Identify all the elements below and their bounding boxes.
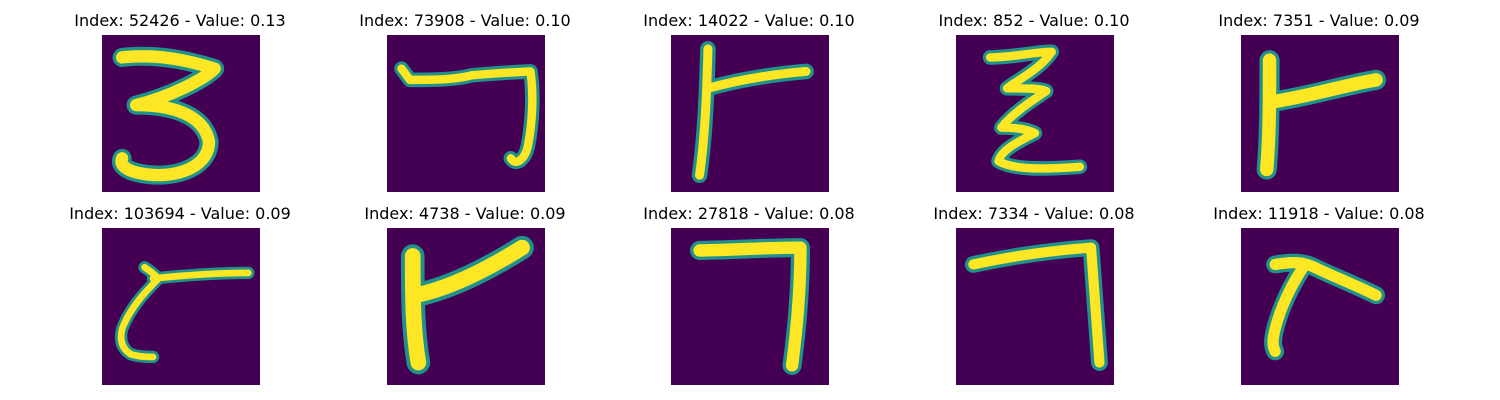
glyph-image [671,228,829,385]
glyph-image [102,228,260,385]
glyph-image [1241,228,1399,385]
glyph-drawing [400,235,534,375]
glyph-drawing [394,61,540,169]
panel-title: Index: 11918 - Value: 0.08 [1213,204,1425,223]
glyph-drawing [114,261,255,364]
glyph-image [956,35,1114,192]
panel-title: Index: 7351 - Value: 0.09 [1218,11,1420,30]
glyph-image [671,35,829,192]
glyph-drawing [690,238,810,375]
glyph-drawing [1264,253,1386,361]
glyph-image [102,35,260,192]
glyph-image [956,228,1114,385]
panel-title: Index: 852 - Value: 0.10 [938,11,1130,30]
glyph-drawing [111,46,225,185]
panel-title: Index: 27818 - Value: 0.08 [643,204,855,223]
glyph-drawing [964,239,1108,371]
glyph-image [1241,35,1399,192]
panel-title: Index: 103694 - Value: 0.09 [69,204,291,223]
panel-title: Index: 73908 - Value: 0.10 [359,11,571,30]
panel-title: Index: 7334 - Value: 0.08 [933,204,1135,223]
glyph-drawing [1256,50,1387,180]
glyph-image [387,35,545,192]
glyph-drawing [691,41,814,184]
panel-title: Index: 4738 - Value: 0.09 [364,204,566,223]
panel-title: Index: 52426 - Value: 0.13 [74,11,286,30]
glyph-drawing [982,44,1088,176]
panel-title: Index: 14022 - Value: 0.10 [643,11,855,30]
glyph-image [387,228,545,385]
